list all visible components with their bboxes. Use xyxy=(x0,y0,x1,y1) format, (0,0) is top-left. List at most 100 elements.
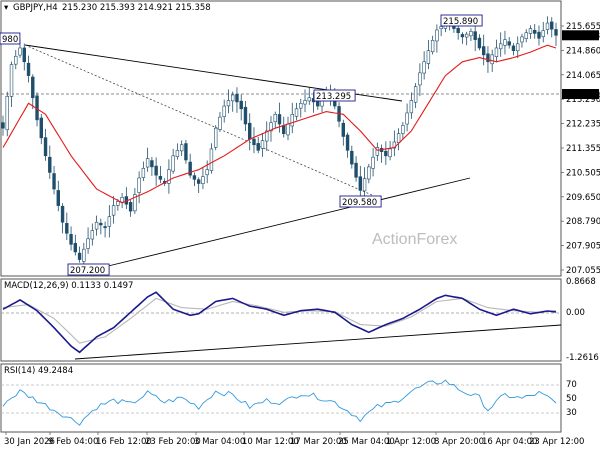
y-tick-label: 208.790 xyxy=(566,217,600,227)
macd-title: MACD(12,26,9) 0.1133 0.1497 xyxy=(4,281,133,291)
rsi-layer xyxy=(2,379,557,426)
candle-body xyxy=(273,114,277,123)
macd-panel xyxy=(0,278,562,362)
x-tick-label: 8 Apr 20:00 xyxy=(434,437,484,447)
trendline-lower xyxy=(99,177,471,269)
y-tick-label: 214.065 xyxy=(566,71,600,81)
candle-body xyxy=(235,94,239,103)
annotation-high-box xyxy=(440,14,483,27)
candle-body xyxy=(256,143,260,151)
candle-body xyxy=(196,179,201,184)
candle-body xyxy=(145,158,150,168)
symbol-label: GBPJPY,H4 xyxy=(13,3,58,13)
sma-line xyxy=(2,44,557,204)
candle-body xyxy=(430,40,435,53)
x-tick-label: 25 Mar 04:00 xyxy=(338,437,395,447)
candle-body xyxy=(282,125,286,135)
candle-body xyxy=(418,72,422,86)
candle-body xyxy=(154,165,158,176)
y-tick-label: 214.860 xyxy=(566,46,600,56)
candle-body xyxy=(192,175,197,180)
rsi-title: RSI(14) 49.2484 xyxy=(4,366,73,376)
candle-body xyxy=(303,100,307,105)
y-tick-label: 209.650 xyxy=(566,193,600,203)
candle-body xyxy=(345,134,350,151)
candle-body xyxy=(456,27,460,34)
rsi-tick-label: 50 xyxy=(566,394,577,404)
candle-body xyxy=(554,29,558,36)
x-tick-label: 1 Apr 12:00 xyxy=(386,437,436,447)
candle-body xyxy=(371,156,375,169)
candle-body xyxy=(503,39,507,46)
current-price-badge: 215.358 xyxy=(565,31,600,41)
macd-tick-label: -1.2616 xyxy=(566,353,599,363)
candle-body xyxy=(99,222,103,226)
rsi-tick-label: 30 xyxy=(566,408,577,418)
y-tick-label: 211.355 xyxy=(566,144,600,154)
current-price-badge-bg xyxy=(562,30,599,41)
candle-body xyxy=(48,156,52,173)
hline-price-badge-bg xyxy=(562,89,599,99)
annotation-209: 209.580 xyxy=(342,198,377,208)
candle-body xyxy=(222,105,226,117)
labels-layer: 215.655 214.860 214.065 213.290 212.235 211.3… xyxy=(0,14,600,447)
candle-body xyxy=(107,216,112,227)
candle-body xyxy=(422,61,426,74)
candle-body xyxy=(252,138,256,146)
candle-body xyxy=(201,176,205,184)
annotation-980: 980 xyxy=(2,35,18,45)
x-tick-label: 23 Apr 12:00 xyxy=(529,437,584,447)
macd-line xyxy=(2,291,557,354)
rsi-line xyxy=(2,379,557,426)
trendline-dotted xyxy=(24,44,373,196)
candle-body xyxy=(286,123,290,136)
candle-body xyxy=(116,201,120,206)
candle-body xyxy=(60,205,65,223)
candle-body xyxy=(184,143,188,161)
candle-body xyxy=(5,96,9,131)
candle-body xyxy=(141,167,146,178)
candle-body xyxy=(179,144,184,152)
candle-body xyxy=(362,178,367,192)
candle-body xyxy=(464,33,469,38)
candle-body xyxy=(150,160,154,168)
candle-body xyxy=(14,55,18,65)
candle-body xyxy=(545,22,550,30)
candle-body xyxy=(133,194,137,212)
candle-body xyxy=(290,114,294,127)
candle-body xyxy=(307,97,311,102)
candle-body xyxy=(401,125,405,134)
candle-body xyxy=(316,101,320,107)
candle-body xyxy=(86,238,90,249)
candle-body xyxy=(69,234,73,245)
y-tick-label: 212.235 xyxy=(566,120,600,130)
candle-body xyxy=(524,32,528,39)
candle-body xyxy=(231,94,235,102)
candle-body xyxy=(26,62,31,76)
x-tick-label: 23 Feb 20:00 xyxy=(145,437,201,447)
candle-body xyxy=(31,76,35,99)
candle-body xyxy=(358,176,363,191)
candle-body xyxy=(239,100,243,110)
candle-body xyxy=(520,36,524,43)
candle-body xyxy=(65,222,69,234)
candle-body xyxy=(188,161,192,176)
candle-body xyxy=(39,117,43,139)
annotation-980-box xyxy=(0,32,21,45)
x-tick-label: 30 Jan 2026 xyxy=(4,437,55,447)
rsi-panel xyxy=(0,363,562,433)
candle-body xyxy=(120,197,124,203)
candle-body xyxy=(1,122,5,129)
candles xyxy=(1,16,558,271)
candle-body xyxy=(128,202,133,212)
candle-body xyxy=(226,100,231,107)
candle-body xyxy=(396,133,401,143)
candle-body xyxy=(90,230,95,240)
candle-body xyxy=(511,45,516,52)
sma-layer xyxy=(2,44,557,204)
candle-body xyxy=(265,130,269,142)
x-tick-label: 16 Feb 12:00 xyxy=(96,437,152,447)
candle-body xyxy=(541,30,545,37)
candle-body xyxy=(341,122,346,137)
